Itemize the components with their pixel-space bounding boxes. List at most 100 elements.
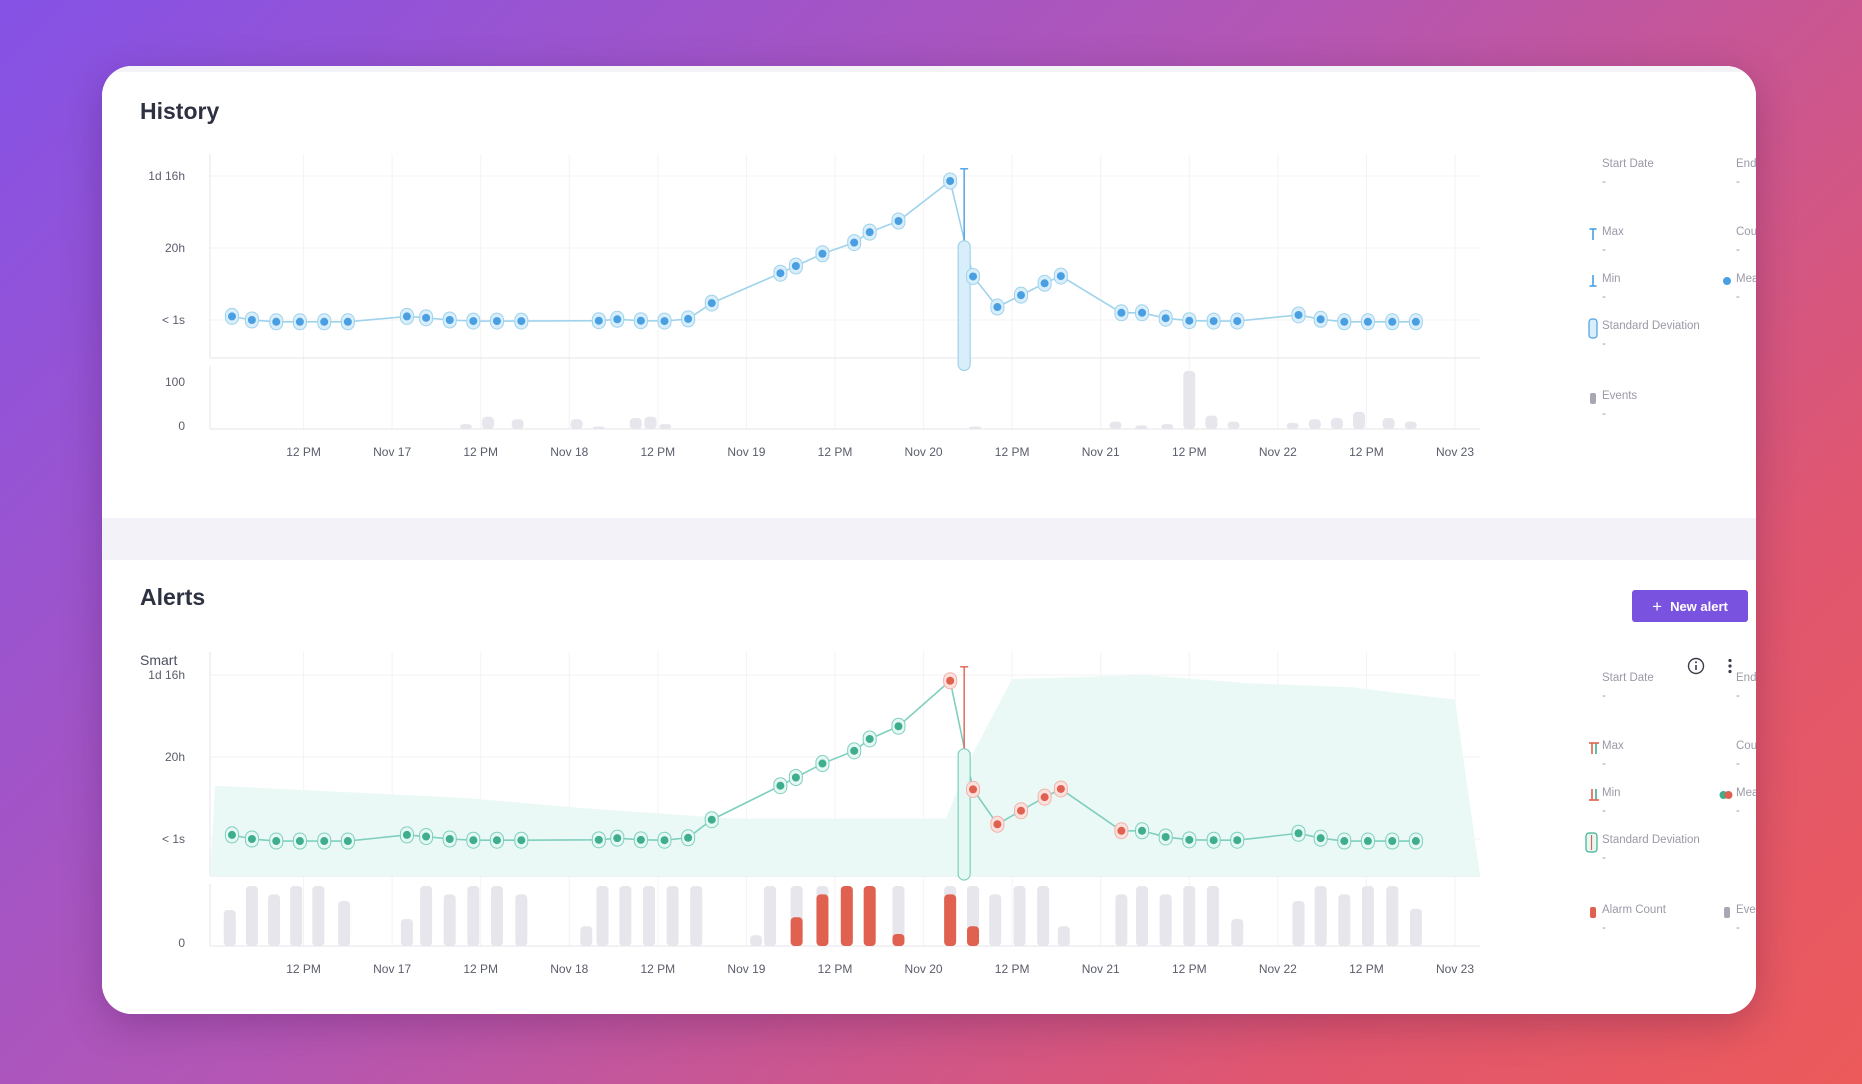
mean-point (594, 316, 603, 325)
event-bar (223, 910, 236, 946)
y-tick-label: 1d 16h (148, 668, 185, 682)
min-icon (1589, 789, 1599, 801)
legend-max-value: - (1602, 244, 1606, 256)
mean-point (993, 303, 1002, 312)
legend-max-label: Max (1602, 226, 1624, 238)
y-tick-label: < 1s (162, 313, 185, 327)
x-tick-label: Nov 18 (550, 962, 588, 976)
legend-events: Events - (1590, 390, 1637, 420)
event-bar (644, 416, 657, 429)
legend-events: Events - (1724, 904, 1756, 934)
mean-point (517, 317, 526, 326)
mean-point (1017, 291, 1025, 300)
info-icon[interactable] (1686, 656, 1706, 676)
grid (210, 154, 1480, 429)
mean-point (894, 722, 903, 731)
x-tick-label: 12 PM (818, 445, 853, 459)
mean-point (320, 837, 329, 846)
y-tick-label: 20h (165, 750, 185, 764)
legend-min-label: Min (1602, 273, 1621, 285)
mean-point (1316, 315, 1325, 324)
alarm-bar (816, 894, 829, 946)
mean-point (492, 317, 501, 326)
mean-point (1233, 317, 1242, 326)
x-tick-label: 12 PM (641, 445, 676, 459)
mean-point (636, 835, 645, 844)
event-bar (1135, 425, 1148, 429)
alarm-count-icon (1590, 907, 1596, 918)
mean-point (776, 781, 785, 790)
mean-point (1056, 784, 1065, 793)
legend-end-date-label: End Date (1736, 672, 1756, 684)
std-icon (1588, 318, 1598, 339)
event-bar (969, 426, 982, 429)
legend-max-label: Max (1602, 740, 1624, 752)
event-bar (1159, 894, 1172, 946)
dashboard-card: History 1d 16h 20h < 1s 100 0 12 PM Nov 17 12 P… (102, 66, 1756, 1014)
alerts-title: Alerts (140, 584, 206, 610)
event-bar (290, 886, 303, 946)
x-tick-label: 12 PM (1349, 962, 1384, 976)
event-bar (1338, 894, 1351, 946)
event-bar (1013, 886, 1026, 946)
event-bar (459, 424, 472, 429)
mean-point (969, 272, 978, 281)
legend-count: Count - (1736, 226, 1756, 256)
event-bar (596, 886, 609, 946)
min-icon (1589, 275, 1597, 287)
alerts-chart: 1d 16h 20h < 1s 0 12 PM Nov 17 12 PM Nov 18 12 P… (148, 652, 1480, 976)
legend-start-date-label: Start Date (1602, 158, 1654, 170)
mean-point (272, 317, 281, 326)
event-bar (1386, 886, 1399, 946)
alarm-bar (790, 917, 803, 946)
x-tick-label: Nov 19 (727, 962, 765, 976)
x-tick-label: 12 PM (995, 445, 1030, 459)
mean-point (993, 820, 1002, 829)
x-tick-label: 12 PM (286, 445, 321, 459)
more-options-icon[interactable] (1720, 656, 1740, 676)
event-bar (420, 886, 433, 946)
event-bar (268, 894, 281, 946)
mean-point (850, 746, 859, 755)
event-bar (892, 886, 905, 946)
mean-point (320, 317, 329, 326)
mean-icon (1719, 791, 1733, 799)
mean-point (343, 317, 352, 326)
legend-count-label: Count (1736, 740, 1756, 752)
mean-point (402, 830, 411, 839)
std-dev-band (957, 240, 971, 372)
mean-icon (1723, 277, 1731, 285)
new-alert-label: New alert (1670, 598, 1728, 614)
event-bar (312, 886, 325, 946)
x-tick-label: 12 PM (1172, 962, 1207, 976)
alerts-section: Alerts + New alert Smart 1d 16h 20h < 1s 0 1… (102, 560, 1756, 1014)
mean-point (791, 262, 800, 270)
new-alert-button[interactable]: + New alert (1632, 590, 1748, 622)
event-bar (1161, 424, 1174, 429)
smart-alert-label: Smart (140, 652, 178, 668)
mean-point (1411, 317, 1420, 326)
event-bar (570, 419, 583, 429)
alarm-bar (967, 926, 980, 946)
mean-point (594, 835, 603, 844)
x-tick-label: Nov 17 (373, 962, 411, 976)
legend-std-label: Standard Deviation (1602, 834, 1700, 846)
mean-point (818, 249, 827, 258)
event-bar (1286, 422, 1299, 429)
x-tick-label: Nov 22 (1259, 962, 1297, 976)
legend-events-value: - (1736, 922, 1740, 934)
event-bar (629, 418, 642, 429)
mean-point (227, 830, 236, 839)
max-icon (1589, 228, 1597, 240)
mean-point (492, 836, 501, 845)
mean-point (295, 317, 304, 326)
event-bar (1057, 926, 1070, 946)
legend-start-date-label: Start Date (1602, 672, 1654, 684)
legend-alarm-count-label: Alarm Count (1602, 904, 1666, 916)
mean-point (422, 832, 431, 841)
mean-point (402, 312, 411, 321)
mean-point (247, 835, 256, 843)
mean-point (660, 317, 669, 326)
mean-point (1388, 837, 1397, 846)
mean-point (469, 317, 478, 326)
